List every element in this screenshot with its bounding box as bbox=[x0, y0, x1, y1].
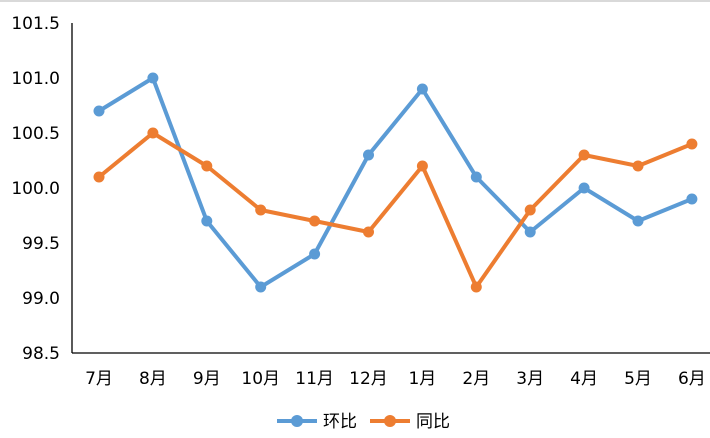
data-point bbox=[524, 204, 536, 216]
y-tick-label: 98.5 bbox=[22, 344, 60, 364]
x-tick-label: 11月 bbox=[295, 369, 334, 389]
series-line bbox=[97, 76, 694, 289]
data-point bbox=[578, 182, 590, 194]
series-1 bbox=[93, 72, 698, 293]
y-tick-label: 99.5 bbox=[22, 234, 60, 254]
y-tick-label: 101.5 bbox=[11, 14, 60, 34]
x-tick-label: 10月 bbox=[241, 369, 280, 389]
data-point bbox=[632, 215, 644, 227]
data-point bbox=[686, 138, 698, 150]
y-tick-label: 100.0 bbox=[11, 179, 60, 199]
x-tick-label: 8月 bbox=[139, 369, 167, 389]
data-point bbox=[255, 281, 267, 293]
data-point bbox=[93, 105, 105, 117]
legend-marker bbox=[384, 415, 396, 427]
x-tick-label: 5月 bbox=[624, 369, 652, 389]
series-layer bbox=[93, 72, 698, 293]
series-line bbox=[97, 131, 694, 289]
y-tick-label: 100.5 bbox=[11, 124, 60, 144]
x-tick-label: 7月 bbox=[85, 369, 113, 389]
data-point bbox=[309, 215, 321, 227]
data-point bbox=[578, 149, 590, 161]
data-point bbox=[363, 149, 374, 161]
data-point bbox=[363, 226, 374, 238]
legend-label: 环比 bbox=[323, 412, 357, 432]
data-point bbox=[147, 72, 159, 84]
legend-item: 同比 bbox=[370, 412, 450, 432]
data-point bbox=[470, 171, 482, 183]
data-point bbox=[201, 215, 213, 227]
data-point bbox=[416, 160, 428, 172]
data-point bbox=[416, 83, 428, 95]
y-tick-label: 101.0 bbox=[11, 69, 60, 89]
x-tick-label: 2月 bbox=[462, 369, 490, 389]
top-border bbox=[0, 0, 710, 2]
x-tick-label: 9月 bbox=[193, 369, 221, 389]
data-point bbox=[686, 193, 698, 205]
x-tick-label: 1月 bbox=[408, 369, 436, 389]
legend-item: 环比 bbox=[277, 412, 357, 432]
axes bbox=[71, 23, 710, 354]
data-point bbox=[201, 160, 213, 172]
series-2 bbox=[93, 127, 698, 293]
x-tick-label: 12月 bbox=[349, 369, 388, 389]
x-tick-label: 3月 bbox=[516, 369, 544, 389]
data-point bbox=[309, 248, 321, 260]
data-point bbox=[524, 226, 536, 238]
y-tick-labels: 98.5 99.0 99.5 100.0 100.5 101.0 101.5 bbox=[11, 14, 60, 364]
legend: 环比 同比 bbox=[277, 412, 450, 432]
y-tick-label: 99.0 bbox=[22, 289, 60, 309]
data-point bbox=[470, 281, 482, 293]
x-tick-labels: 7月 8月 9月 10月 11月 12月 1月 2月 3月 4月 5月 6月 bbox=[85, 369, 706, 389]
legend-marker bbox=[291, 415, 303, 427]
data-point bbox=[147, 127, 159, 139]
data-point bbox=[93, 171, 105, 183]
data-point bbox=[632, 160, 644, 172]
data-point bbox=[255, 204, 267, 216]
x-tick-label: 4月 bbox=[570, 369, 598, 389]
x-tick-label: 6月 bbox=[678, 369, 706, 389]
legend-label: 同比 bbox=[416, 412, 450, 432]
